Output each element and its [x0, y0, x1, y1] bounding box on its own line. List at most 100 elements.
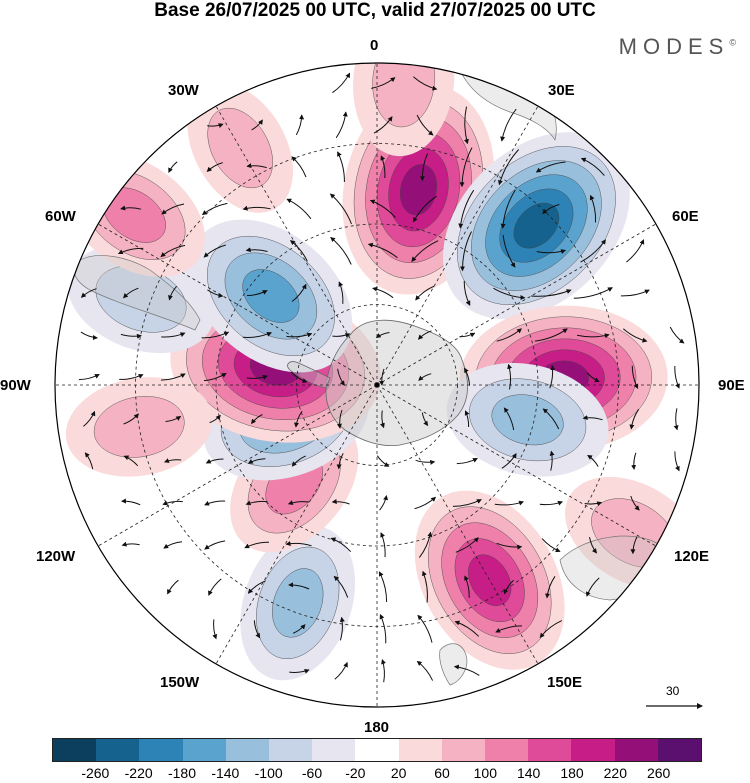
colorbar-tick-label: -260	[81, 765, 110, 781]
wind-arrow	[84, 452, 94, 470]
wind-arrow	[246, 374, 268, 380]
wind-arrow	[584, 501, 603, 507]
wind-arrow	[573, 287, 613, 299]
wind-arrow	[495, 625, 523, 633]
wind-arrow	[245, 500, 268, 506]
wind-arrow	[369, 199, 396, 218]
wind-arrow	[329, 193, 352, 225]
vector-scale: 30	[644, 684, 706, 714]
wind-arrow	[212, 619, 218, 640]
wind-arrow	[414, 496, 437, 510]
chart-title: Base 26/07/2025 00 UTC, valid 27/07/2025…	[154, 0, 596, 21]
wind-arrow	[416, 114, 434, 136]
wind-arrow	[494, 500, 524, 506]
wind-arrow	[542, 204, 560, 215]
wind-arrow	[168, 161, 178, 173]
colorbar-cell	[96, 739, 140, 761]
lon-label-60w: 60W	[45, 208, 76, 225]
vector-scale-value: 30	[666, 684, 680, 698]
wind-arrow	[291, 455, 306, 467]
anomaly-contour	[272, 568, 324, 638]
colorbar-cell	[312, 739, 356, 761]
wind-arrow	[378, 571, 388, 603]
wind-arrow	[203, 372, 227, 382]
wind-arrow	[80, 288, 97, 298]
colorbar-tick-label: -100	[254, 765, 283, 781]
wind-arrow	[286, 332, 313, 338]
colorbar-cell	[571, 739, 615, 761]
wind-arrow	[165, 416, 182, 422]
wind-arrow	[251, 414, 263, 425]
anomaly-contour	[372, 63, 436, 128]
wind-arrow	[160, 244, 186, 258]
colorbar-cell	[182, 739, 226, 761]
brand-logo: MODES©	[619, 34, 736, 60]
graticule	[55, 63, 699, 707]
wind-arrow	[454, 620, 480, 637]
wind-arrow	[413, 76, 438, 91]
colorbar-tick-label: 260	[646, 765, 671, 781]
colorbar-tick-label: 60	[434, 765, 450, 781]
colorbar-cell	[485, 739, 529, 761]
wind-arrow	[458, 189, 475, 229]
wind-arrow	[503, 579, 514, 595]
brand-mark: ©	[729, 37, 736, 48]
colorbar-tick-label: 20	[390, 765, 407, 781]
anomaly-contour	[242, 269, 300, 323]
colorbar-cell	[53, 739, 97, 761]
wind-arrow	[204, 500, 226, 506]
wind-arrow	[379, 494, 389, 511]
wind-arrow	[417, 330, 432, 340]
wind-arrow	[411, 240, 439, 262]
colorbar-cell	[441, 739, 486, 761]
wind-arrow	[338, 281, 344, 304]
lon-label-120e: 120E	[674, 548, 710, 565]
wind-arrow	[459, 332, 476, 338]
wind-arrow	[335, 111, 348, 139]
colorbar-tick-label: -140	[211, 765, 240, 781]
colorbar-cell	[269, 739, 313, 761]
wind-arrow	[630, 536, 638, 555]
wind-arrow	[123, 287, 139, 299]
wind-arrow	[498, 149, 520, 186]
anomaly-center	[353, 63, 455, 157]
wind-arrow	[242, 205, 271, 211]
anomaly-contour	[491, 394, 564, 446]
new-zealand-outline	[439, 643, 468, 686]
wind-arrow	[531, 289, 572, 297]
colorbar-tick-label: 220	[603, 765, 628, 781]
colorbar-cell	[355, 739, 399, 761]
wind-arrow	[545, 576, 556, 599]
wind-arrow	[244, 541, 270, 549]
wind-arrow	[290, 371, 308, 383]
wind-arrow	[204, 540, 226, 550]
wind-arrow	[380, 155, 386, 179]
colorbar-tick-label: -60	[301, 765, 323, 781]
wind-arrow	[464, 106, 469, 145]
colorbar-tick-label: -220	[124, 765, 153, 781]
wind-arrow	[162, 500, 183, 506]
wind-arrow	[161, 203, 185, 215]
wind-arrow	[120, 205, 142, 211]
wind-arrow	[286, 198, 312, 220]
wind-arrow	[453, 664, 480, 676]
wind-arrow	[415, 285, 435, 301]
map-border	[54, 62, 700, 708]
colorbar-tick-label: -20	[345, 765, 366, 781]
wind-vectors	[78, 72, 685, 683]
wind-arrow	[337, 368, 345, 386]
wind-arrow	[380, 410, 385, 429]
wind-arrow	[164, 458, 182, 463]
wind-arrow	[330, 537, 352, 553]
wind-arrow	[209, 414, 221, 424]
wind-arrow	[294, 410, 303, 428]
wind-arrow	[379, 613, 387, 644]
wind-arrow	[419, 531, 433, 558]
latitude-circle	[215, 223, 539, 547]
wind-arrow	[580, 239, 606, 263]
lon-label-150e: 150E	[547, 674, 583, 691]
wind-arrow	[207, 289, 224, 298]
wind-arrow	[587, 454, 599, 467]
wind-arrow	[589, 537, 598, 554]
